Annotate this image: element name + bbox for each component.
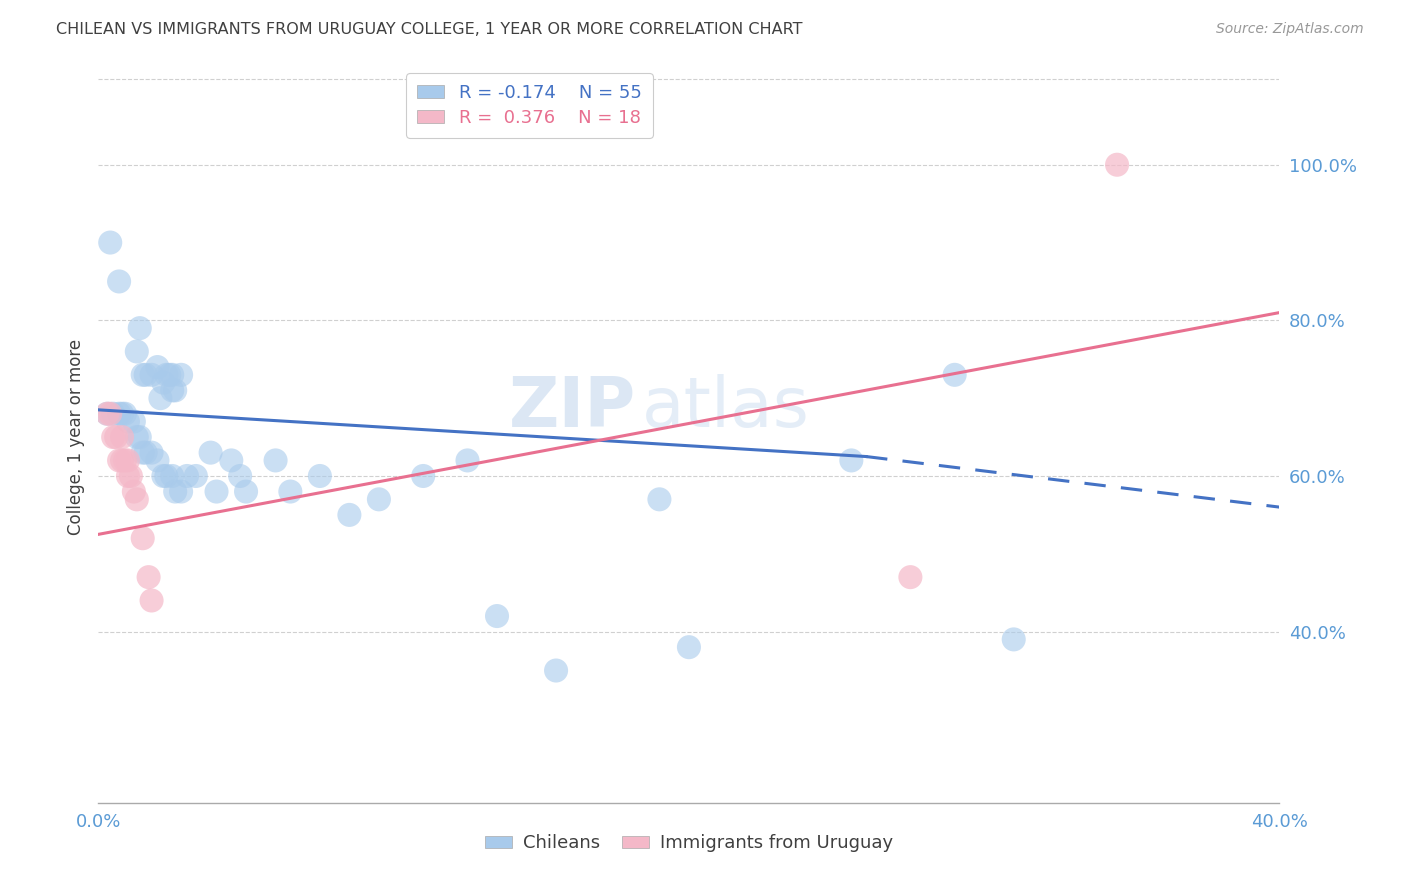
Point [678, 640, 700, 655]
Legend: Chileans, Immigrants from Uruguay: Chileans, Immigrants from Uruguay [478, 827, 900, 860]
Point [457, 453, 479, 467]
Point [122, 415, 145, 429]
Point [108, 407, 131, 421]
Point [122, 484, 145, 499]
Point [546, 664, 568, 678]
Point [152, 376, 174, 390]
Point [117, 453, 139, 467]
Point [96, 407, 118, 421]
Point [205, 484, 228, 499]
Point [108, 275, 131, 289]
Point [111, 453, 134, 467]
Point [108, 453, 131, 467]
Point [125, 492, 148, 507]
Point [841, 453, 863, 467]
Point [165, 384, 187, 398]
Point [105, 430, 128, 444]
Point [368, 492, 391, 507]
Point [141, 593, 163, 607]
Point [141, 368, 163, 382]
Point [141, 445, 163, 459]
Point [339, 508, 361, 522]
Point [146, 453, 169, 467]
Point [103, 430, 125, 444]
Point [96, 407, 118, 421]
Point [162, 368, 183, 382]
Point [103, 407, 125, 421]
Point [162, 384, 183, 398]
Point [135, 445, 157, 459]
Point [184, 469, 207, 483]
Point [170, 484, 193, 499]
Point [235, 484, 257, 499]
Point [155, 368, 177, 382]
Point [1002, 632, 1025, 647]
Point [943, 368, 966, 382]
Point [117, 469, 139, 483]
Point [117, 415, 139, 429]
Point [125, 430, 148, 444]
Point [221, 453, 243, 467]
Point [135, 368, 157, 382]
Point [280, 484, 302, 499]
Point [152, 469, 174, 483]
Point [114, 407, 136, 421]
Point [162, 469, 183, 483]
Point [132, 531, 155, 545]
Point [486, 609, 509, 624]
Text: ZIP: ZIP [509, 375, 636, 442]
Point [120, 469, 142, 483]
Point [98, 235, 121, 250]
Point [264, 453, 287, 467]
Point [157, 368, 180, 382]
Point [309, 469, 332, 483]
Text: Source: ZipAtlas.com: Source: ZipAtlas.com [1216, 22, 1364, 37]
Point [165, 484, 187, 499]
Point [132, 445, 155, 459]
Text: CHILEAN VS IMMIGRANTS FROM URUGUAY COLLEGE, 1 YEAR OR MORE CORRELATION CHART: CHILEAN VS IMMIGRANTS FROM URUGUAY COLLE… [56, 22, 803, 37]
Point [132, 368, 155, 382]
Point [176, 469, 198, 483]
Point [98, 407, 121, 421]
Point [111, 430, 134, 444]
Point [900, 570, 922, 584]
Y-axis label: College, 1 year or more: College, 1 year or more [66, 339, 84, 535]
Point [114, 453, 136, 467]
Point [111, 407, 134, 421]
Point [138, 570, 160, 584]
Point [155, 469, 177, 483]
Point [200, 445, 222, 459]
Point [146, 359, 169, 374]
Point [229, 469, 252, 483]
Point [1107, 158, 1129, 172]
Point [170, 368, 193, 382]
Point [125, 344, 148, 359]
Text: atlas: atlas [641, 375, 810, 442]
Point [648, 492, 671, 507]
Point [149, 391, 172, 405]
Point [128, 321, 150, 335]
Point [128, 430, 150, 444]
Point [412, 469, 434, 483]
